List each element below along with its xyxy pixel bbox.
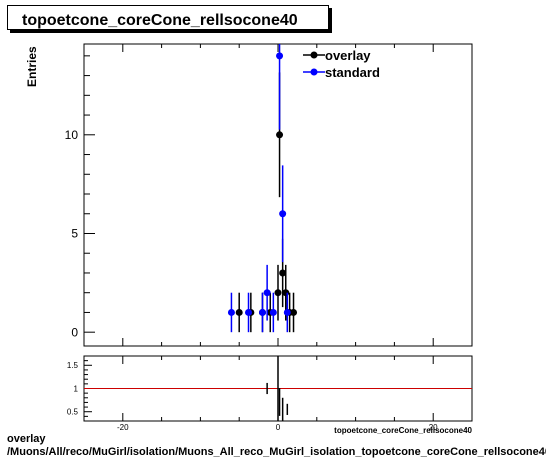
footer-line-1: overlay (7, 433, 46, 445)
y-tick-label: 0.5 (67, 408, 79, 417)
data-point-overlay (282, 289, 290, 297)
data-point-overlay (276, 131, 284, 139)
data-point-standard (279, 210, 287, 218)
x-tick-label: 20 (429, 423, 438, 432)
data-point-standard (269, 308, 277, 316)
data-point-standard (258, 308, 266, 316)
legend-marker-standard (310, 68, 318, 76)
legend-label-overlay: overlay (325, 48, 371, 63)
y-tick-label: 5 (71, 227, 78, 241)
x-axis-label: topoetcone_coreCone_rellsocone40 (334, 426, 472, 435)
y-tick-label: 1.5 (67, 361, 79, 370)
data-point-overlay (274, 289, 282, 297)
data-point-standard (263, 289, 271, 297)
data-point-standard (276, 52, 284, 60)
data-point-standard (283, 308, 291, 316)
footer-line-2: /Muons/All/reco/MuGirl/isolation/Muons_A… (7, 446, 546, 458)
y-tick-label: 0 (71, 325, 78, 339)
ratio-plot-marks (84, 356, 472, 421)
y-tick-label: 10 (65, 128, 79, 142)
chart-title-box: topoetcone_coreCone_rellsocone40 (7, 5, 329, 30)
legend-marker-overlay (310, 51, 318, 59)
main-plot-axes: 0 5 10 (65, 44, 473, 346)
data-point-standard (227, 308, 235, 316)
chart-title: topoetcone_coreCone_rellsocone40 (22, 12, 298, 29)
x-tick-label: 0 (276, 423, 281, 432)
y-tick-label: 1 (74, 384, 79, 393)
data-point-overlay (279, 269, 287, 277)
data-point-overlay (290, 308, 298, 316)
y-axis-label: Entries (25, 46, 39, 87)
ratio-plot-axes: -20 0 20 0.5 1 1.5 (67, 355, 473, 432)
x-tick-label: -20 (117, 423, 129, 432)
legend-label-standard: standard (325, 65, 380, 80)
data-point-standard (245, 308, 253, 316)
data-point-overlay (235, 308, 243, 316)
main-plot-marks (227, 44, 298, 333)
legend: overlay standard (303, 48, 380, 80)
